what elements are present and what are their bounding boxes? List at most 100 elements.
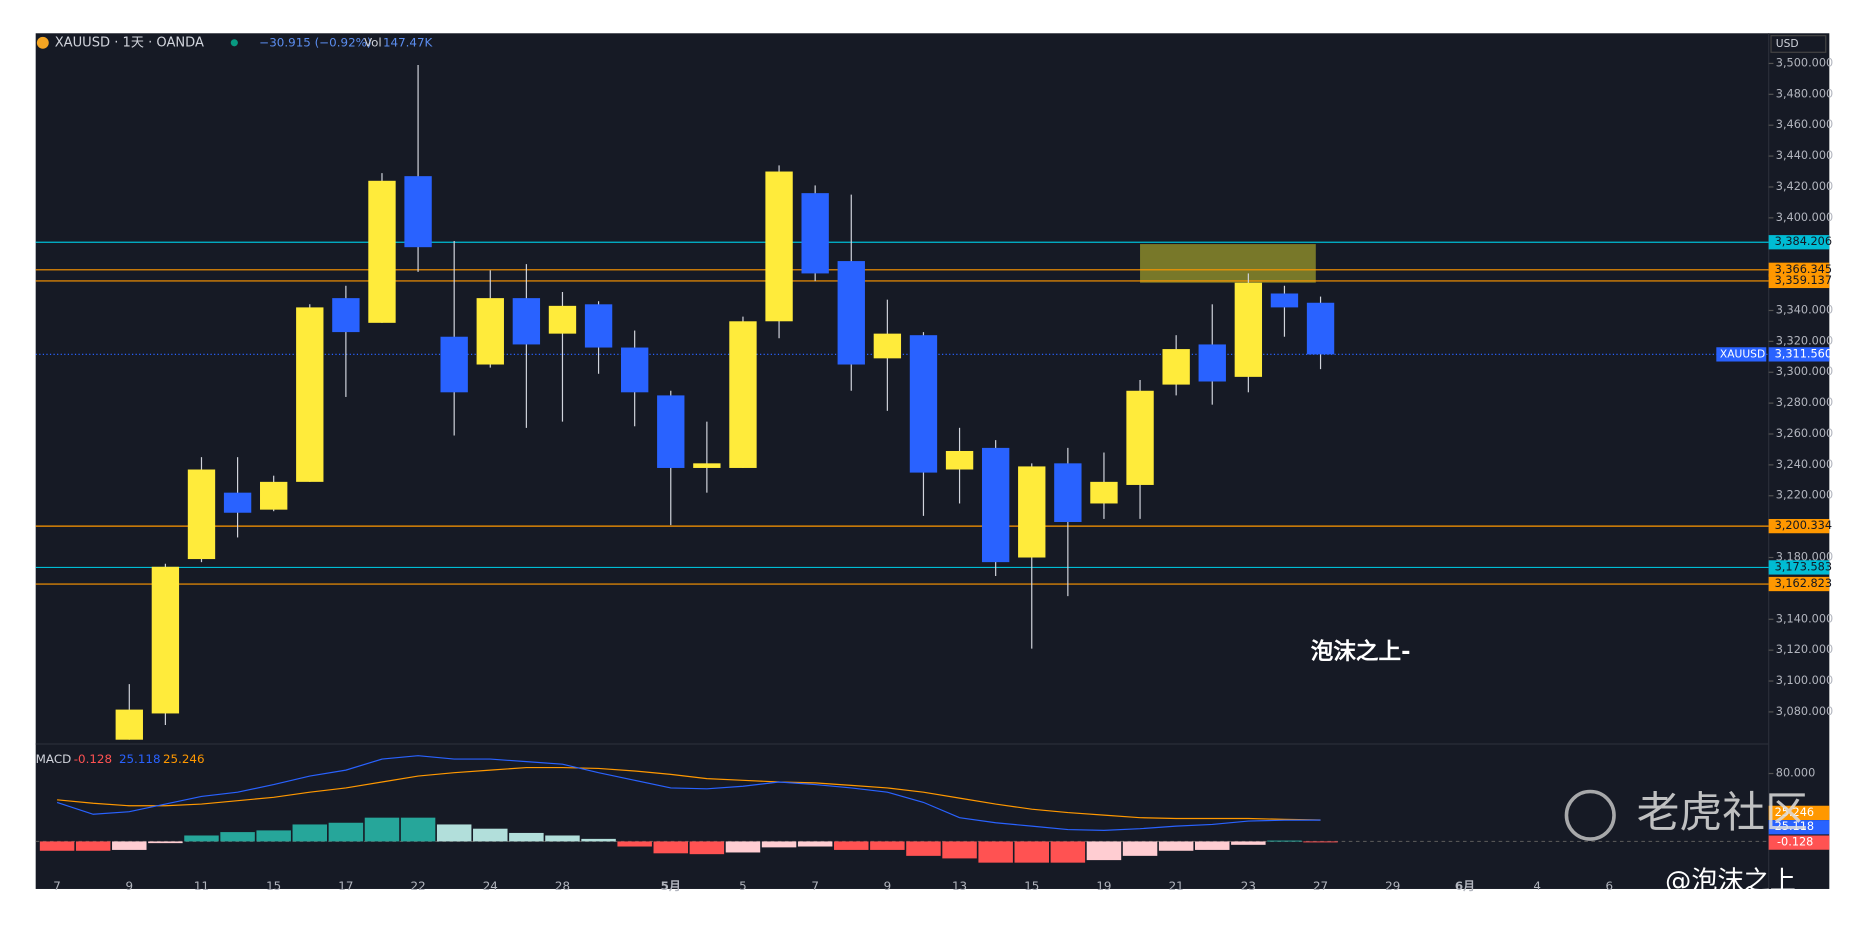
candle-body: [404, 176, 432, 248]
macd-histogram-bar: [473, 828, 508, 842]
y-tick-label: 3,300.000: [1776, 365, 1833, 378]
level-label: 3,200.334: [1775, 519, 1832, 532]
macd-dif-readout: 25.118: [119, 752, 161, 766]
macd-histogram-bar: [509, 832, 544, 842]
macd-histogram-bar: [870, 841, 905, 850]
x-tick-label: 24: [483, 879, 498, 893]
macd-value-tag: [1768, 805, 1830, 820]
y-tick-label: 3,280.000: [1776, 396, 1833, 409]
macd-histogram-bar: [906, 841, 941, 856]
level-tag: [1768, 235, 1830, 250]
macd-histogram-bar: [1267, 840, 1302, 842]
symbol-tag-box: [1716, 347, 1767, 362]
candle-body: [187, 469, 216, 560]
macd-line: [57, 766, 1321, 821]
y-tick-label: 3,480.000: [1776, 87, 1833, 100]
x-tick-label: 6: [1606, 879, 1614, 893]
macd-histogram-bar: [220, 832, 255, 842]
y-tick-label: 3,100.000: [1776, 674, 1833, 687]
macd-dea-readout: 25.246: [163, 752, 205, 766]
x-tick-label: 15: [1024, 879, 1039, 893]
macd-histogram-bar: [1122, 841, 1158, 856]
macd-histogram-bar: [834, 841, 869, 850]
x-tick-label: 19: [1096, 879, 1111, 893]
level-tag: [1768, 518, 1830, 534]
candle-body: [801, 193, 829, 274]
macd-value-tag: [1768, 820, 1830, 835]
candle-body: [296, 307, 324, 482]
candle-body: [115, 709, 143, 740]
last-price-label: 3,311.560: [1775, 347, 1832, 360]
level-label: 3,366.345: [1775, 263, 1832, 276]
candle-body: [584, 304, 613, 348]
macd-histogram-bar: [689, 841, 725, 855]
macd-histogram-bar: [797, 841, 833, 847]
y-tick-label: 3,320.000: [1776, 334, 1833, 347]
candle-body: [729, 321, 757, 468]
x-tick-label: 5: [739, 879, 747, 893]
macd-histogram-bar: [364, 817, 400, 842]
volume: 147.47K: [383, 35, 434, 49]
macd-histogram-bar: [725, 841, 761, 853]
macd-histogram-bar: [1303, 841, 1338, 843]
currency[interactable]: USD: [1776, 37, 1799, 50]
y-tick-label: 80.000: [1776, 767, 1816, 780]
candle-body: [837, 261, 865, 365]
macd-value-label: 25.246: [1775, 806, 1815, 819]
x-tick-label: 29: [1385, 879, 1400, 893]
macd-histogram-bar: [978, 841, 1013, 863]
candle-body: [1018, 466, 1046, 558]
macd-histogram-bar: [1050, 841, 1086, 863]
x-tick-label: 7: [53, 879, 61, 893]
y-tick-label: 3,500.000: [1776, 56, 1833, 69]
candle-body: [909, 335, 938, 473]
x-tick-label: 27: [1313, 879, 1328, 893]
symbol-tag: XAUUSD: [1720, 347, 1765, 360]
candle-body: [440, 336, 468, 393]
candle-body: [476, 298, 504, 365]
x-tick-label: 5月: [661, 879, 681, 893]
macd-hist-readout: -0.128: [74, 752, 112, 766]
candle-body: [1054, 463, 1082, 523]
y-tick-label: 3,340.000: [1776, 303, 1833, 316]
level-tag: [1768, 262, 1830, 277]
level-tag: [1768, 273, 1830, 289]
x-tick-label: 11: [194, 879, 209, 893]
candle-body: [332, 298, 360, 333]
macd-histogram-bar: [184, 835, 219, 842]
macd-histogram-bar: [1086, 841, 1122, 861]
y-tick-label: 3,240.000: [1776, 458, 1833, 471]
macd-histogram-bar: [761, 841, 797, 848]
y-tick-label: 3,440.000: [1776, 149, 1833, 162]
candle-body: [1198, 344, 1226, 382]
price-change: −30.915 (−0.92%): [259, 35, 371, 49]
symbol-icon: [36, 36, 49, 49]
candle-body: [1270, 293, 1299, 308]
x-tick-label: 4: [1533, 879, 1541, 893]
candle-body: [1306, 302, 1335, 355]
macd-histogram-bar: [1014, 841, 1050, 863]
y-tick-label: 3,460.000: [1776, 118, 1833, 131]
macd-value-label: 25.118: [1775, 820, 1815, 833]
x-tick-label: 9: [126, 879, 134, 893]
market-status: [230, 39, 238, 47]
x-tick-label: 22: [411, 879, 426, 893]
x-tick-label: 15: [266, 879, 281, 893]
macd-histogram-bar: [292, 824, 328, 842]
macd-histogram-bar: [653, 841, 689, 854]
x-tick-label: 28: [555, 879, 570, 893]
level-label: 3,359.137: [1775, 274, 1832, 287]
candle-body: [693, 463, 721, 468]
x-tick-label: 21: [1169, 879, 1184, 893]
macd-histogram-bar: [436, 824, 472, 842]
symbol-title: XAUUSD · 1天 · OANDA: [55, 35, 204, 50]
candle-body: [368, 180, 396, 323]
candle-body: [1126, 390, 1154, 485]
volume-label: Vol: [364, 35, 382, 49]
macd-histogram-bar: [75, 841, 111, 851]
currency-box[interactable]: [1770, 35, 1827, 53]
candle-body: [765, 171, 793, 322]
level-label: 3,162.823: [1775, 577, 1832, 590]
